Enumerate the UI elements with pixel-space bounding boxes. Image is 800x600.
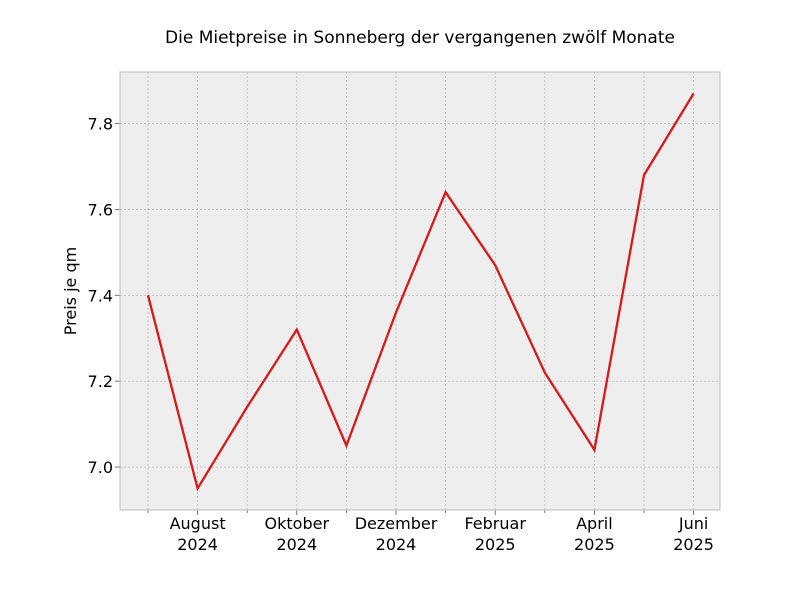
y-axis-label: Preis je qm [61, 247, 80, 335]
x-tick-label: Oktober 2024 [265, 514, 330, 554]
series-layer [146, 92, 695, 492]
x-tick-label: Februar 2025 [464, 514, 526, 554]
y-tick-label: 7.6 [88, 200, 113, 219]
x-tick-label: August 2024 [170, 514, 226, 554]
x-tick-label: Juni 2025 [673, 514, 714, 554]
grid-lines [120, 72, 720, 510]
y-tick-label: 7.4 [88, 286, 113, 305]
plot-area [120, 72, 720, 510]
x-axis-tick-labels: August 2024 Oktober 2024 Dezember 2024 Februar… [170, 514, 714, 554]
x-tick-label: Dezember 2024 [355, 514, 438, 554]
chart-title: Die Mietpreise in Sonneberg der vergange… [165, 28, 675, 48]
x-tick-label: April 2025 [574, 514, 615, 554]
axis-ticks [115, 123, 694, 515]
y-axis-tick-labels: 7.0 7.2 7.4 7.6 7.8 [88, 115, 113, 478]
plot-frame [119, 71, 721, 511]
y-tick-label: 7.8 [88, 115, 113, 134]
y-tick-label: 7.0 [88, 458, 113, 477]
y-tick-label: 7.2 [88, 372, 113, 391]
series-line [146, 92, 695, 492]
